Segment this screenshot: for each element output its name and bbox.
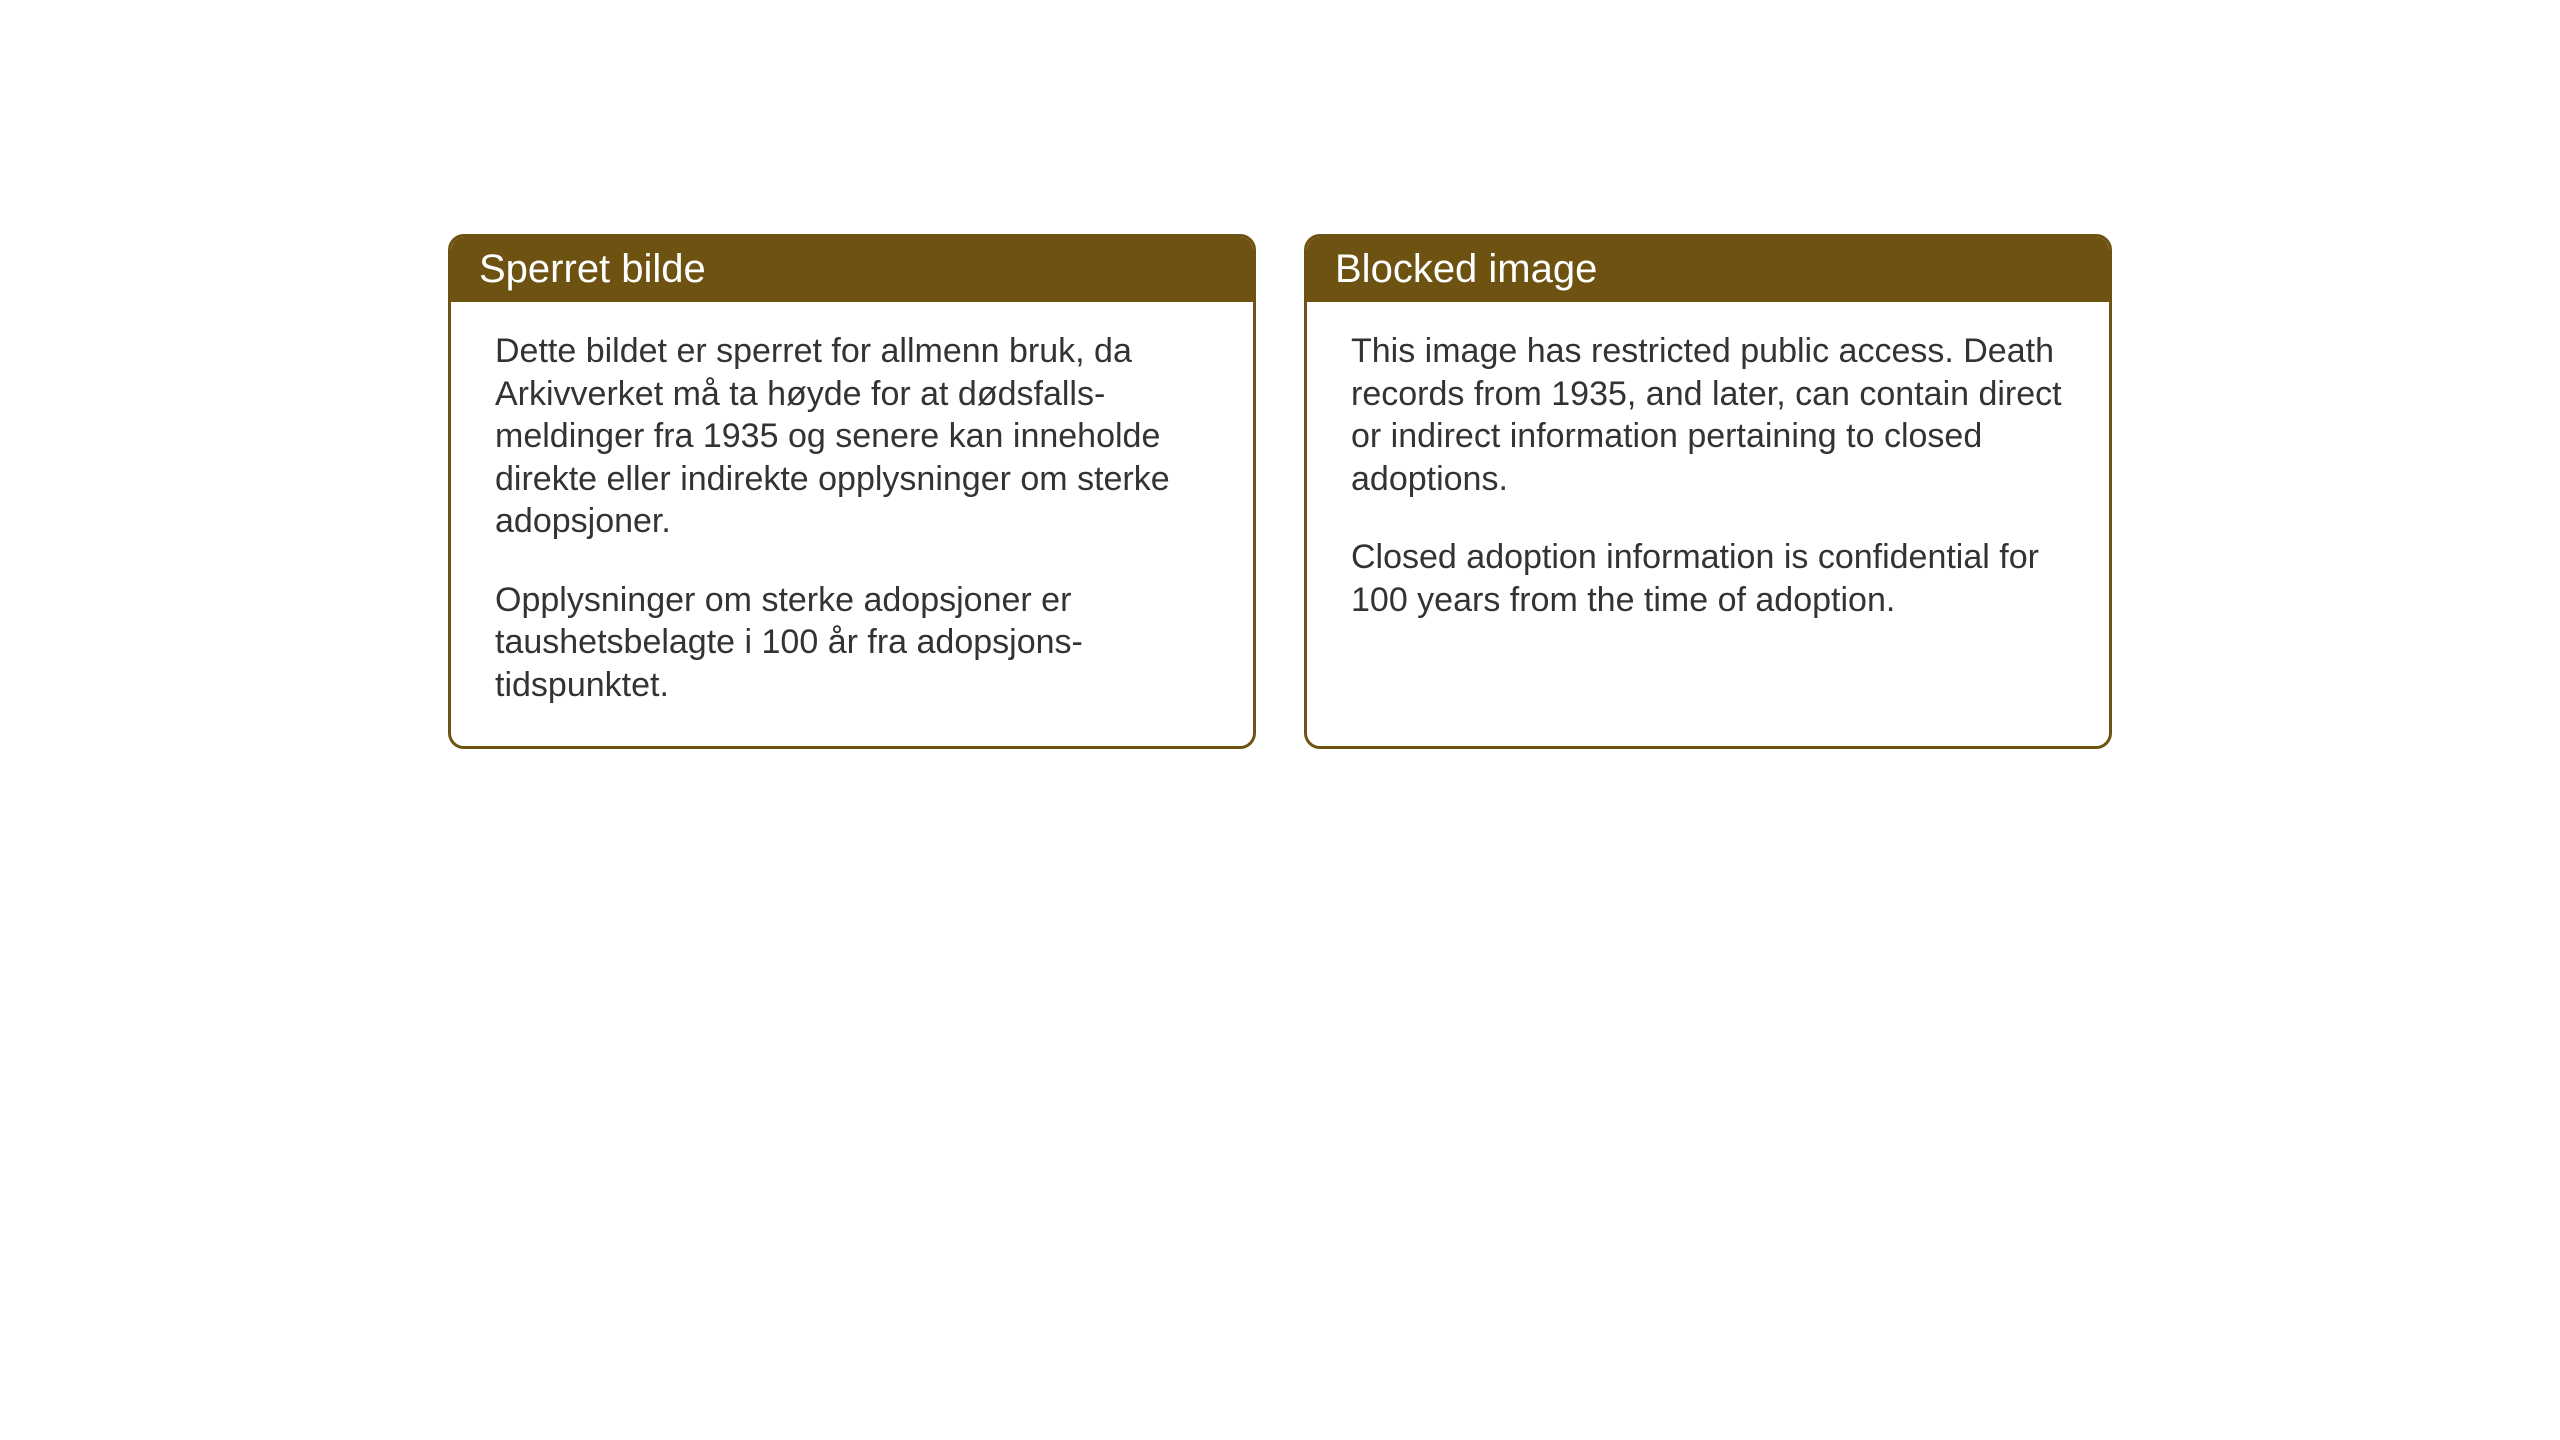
notice-box-english: Blocked image This image has restricted …	[1304, 234, 2112, 749]
notice-body-norwegian: Dette bildet er sperret for allmenn bruk…	[451, 302, 1253, 746]
notice-container: Sperret bilde Dette bildet er sperret fo…	[448, 234, 2112, 749]
notice-body-english: This image has restricted public access.…	[1307, 302, 2109, 661]
notice-paragraph-2-english: Closed adoption information is confident…	[1351, 536, 2065, 621]
notice-header-norwegian: Sperret bilde	[451, 237, 1253, 302]
notice-paragraph-1-norwegian: Dette bildet er sperret for allmenn bruk…	[495, 330, 1209, 543]
notice-box-norwegian: Sperret bilde Dette bildet er sperret fo…	[448, 234, 1256, 749]
notice-header-english: Blocked image	[1307, 237, 2109, 302]
notice-paragraph-1-english: This image has restricted public access.…	[1351, 330, 2065, 500]
notice-paragraph-2-norwegian: Opplysninger om sterke adopsjoner er tau…	[495, 579, 1209, 707]
